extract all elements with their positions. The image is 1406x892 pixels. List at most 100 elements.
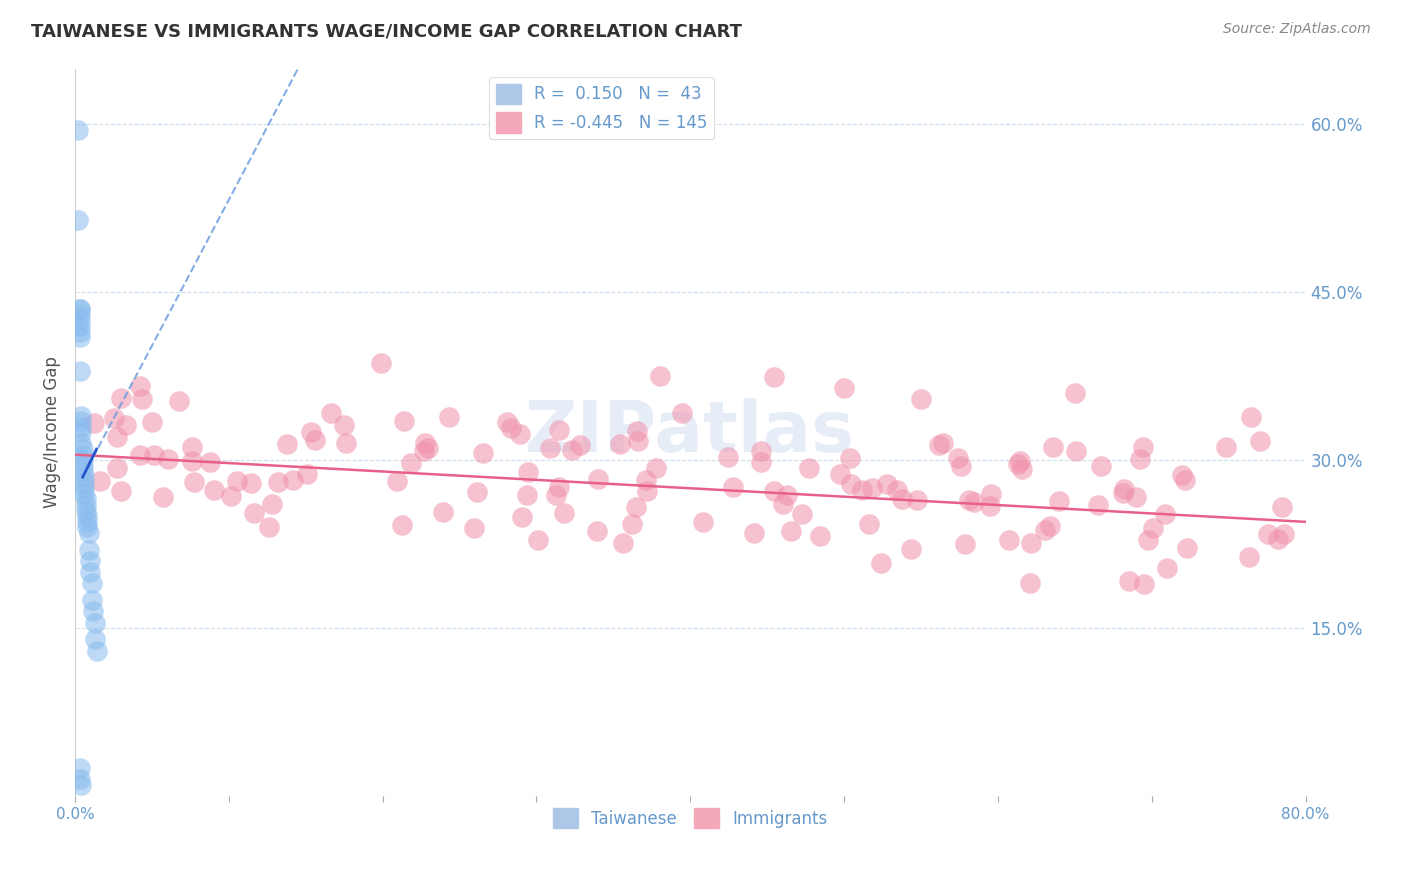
Point bbox=[413, 435, 436, 450]
Point bbox=[75, 492, 97, 507]
Point bbox=[89, 474, 111, 488]
Point bbox=[77, 526, 100, 541]
Point bbox=[585, 524, 607, 539]
Text: ZIPatlas: ZIPatlas bbox=[526, 398, 855, 467]
Point bbox=[128, 378, 150, 392]
Point bbox=[1019, 536, 1042, 550]
Point bbox=[851, 483, 873, 497]
Point bbox=[763, 369, 786, 384]
Point bbox=[72, 442, 94, 456]
Point bbox=[839, 477, 862, 491]
Point bbox=[1112, 482, 1135, 496]
Point bbox=[70, 419, 93, 434]
Point bbox=[1237, 549, 1260, 564]
Point bbox=[335, 436, 357, 450]
Point bbox=[202, 483, 225, 498]
Point bbox=[69, 313, 91, 327]
Point bbox=[1125, 490, 1147, 504]
Point bbox=[80, 576, 103, 591]
Point bbox=[76, 509, 98, 524]
Point bbox=[509, 427, 531, 442]
Point bbox=[621, 517, 644, 532]
Point bbox=[501, 421, 523, 435]
Point bbox=[1039, 518, 1062, 533]
Point bbox=[283, 474, 305, 488]
Text: TAIWANESE VS IMMIGRANTS WAGE/INCOME GAP CORRELATION CHART: TAIWANESE VS IMMIGRANTS WAGE/INCOME GAP … bbox=[31, 22, 742, 40]
Point bbox=[612, 536, 634, 550]
Point bbox=[69, 308, 91, 322]
Point bbox=[69, 330, 91, 344]
Point bbox=[839, 451, 862, 466]
Point bbox=[808, 529, 831, 543]
Point bbox=[1066, 444, 1088, 458]
Point bbox=[110, 484, 132, 499]
Point bbox=[69, 325, 91, 339]
Point bbox=[76, 515, 98, 529]
Point bbox=[73, 470, 96, 484]
Point bbox=[553, 506, 575, 520]
Point bbox=[828, 467, 851, 481]
Point bbox=[950, 458, 973, 473]
Point bbox=[1111, 486, 1133, 500]
Point bbox=[67, 123, 90, 137]
Y-axis label: Wage/Income Gap: Wage/Income Gap bbox=[44, 357, 60, 508]
Point bbox=[105, 430, 128, 444]
Point bbox=[83, 416, 105, 430]
Point bbox=[671, 406, 693, 420]
Point bbox=[465, 485, 488, 500]
Point bbox=[1174, 473, 1197, 487]
Point bbox=[1047, 494, 1070, 508]
Point bbox=[75, 503, 97, 517]
Point bbox=[70, 414, 93, 428]
Point bbox=[860, 481, 883, 495]
Point bbox=[472, 446, 495, 460]
Point bbox=[1118, 574, 1140, 588]
Point bbox=[721, 480, 744, 494]
Point bbox=[627, 434, 650, 448]
Point bbox=[957, 493, 980, 508]
Point bbox=[780, 524, 803, 538]
Point bbox=[73, 475, 96, 490]
Point bbox=[181, 440, 204, 454]
Point bbox=[240, 475, 263, 490]
Point bbox=[1171, 467, 1194, 482]
Point bbox=[510, 509, 533, 524]
Point bbox=[890, 492, 912, 507]
Point bbox=[156, 452, 179, 467]
Point bbox=[1175, 541, 1198, 556]
Point bbox=[931, 436, 953, 450]
Point bbox=[392, 414, 415, 428]
Point bbox=[131, 392, 153, 406]
Point bbox=[198, 455, 221, 469]
Point bbox=[84, 632, 107, 647]
Point bbox=[295, 467, 318, 482]
Point bbox=[1011, 462, 1033, 476]
Point bbox=[69, 364, 91, 378]
Point bbox=[910, 392, 932, 406]
Point bbox=[858, 516, 880, 531]
Point bbox=[1008, 454, 1031, 468]
Point bbox=[1090, 459, 1112, 474]
Point bbox=[1033, 524, 1056, 538]
Text: Source: ZipAtlas.com: Source: ZipAtlas.com bbox=[1223, 22, 1371, 37]
Point bbox=[1129, 451, 1152, 466]
Point bbox=[103, 410, 125, 425]
Point bbox=[110, 392, 132, 406]
Point bbox=[105, 461, 128, 475]
Point bbox=[79, 554, 101, 568]
Point bbox=[463, 521, 485, 535]
Point bbox=[226, 475, 249, 489]
Point bbox=[953, 537, 976, 551]
Point bbox=[180, 454, 202, 468]
Point bbox=[790, 507, 813, 521]
Point bbox=[648, 369, 671, 384]
Point bbox=[257, 519, 280, 533]
Point bbox=[636, 484, 658, 499]
Point bbox=[870, 556, 893, 570]
Point bbox=[1240, 410, 1263, 425]
Point bbox=[412, 443, 434, 458]
Point bbox=[76, 520, 98, 534]
Point bbox=[1018, 575, 1040, 590]
Point bbox=[517, 465, 540, 479]
Point bbox=[568, 438, 591, 452]
